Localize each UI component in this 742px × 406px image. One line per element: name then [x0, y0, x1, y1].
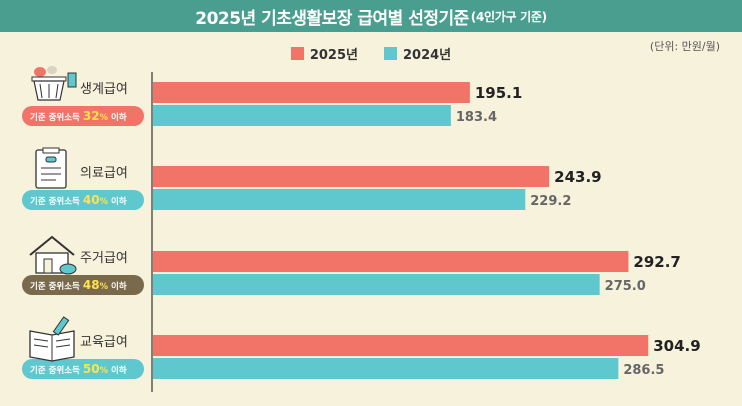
- legend-item-2024: 2024년: [384, 44, 451, 63]
- criteria-prefix: 기준 중위소득: [30, 281, 83, 292]
- bar-2025년: [153, 166, 550, 187]
- criteria-suffix: 이하: [108, 281, 127, 292]
- criteria-badge: [22, 190, 144, 210]
- criteria-percent: 32: [83, 109, 100, 123]
- data-label: 275.0: [605, 279, 646, 294]
- bar-2024년: [153, 274, 600, 295]
- criteria-suffix: 이하: [108, 112, 127, 123]
- criteria-percent-unit: %: [100, 197, 109, 207]
- criteria-prefix: 기준 중위소득: [30, 365, 83, 376]
- unit-note: (단위: 만원/월): [649, 40, 720, 53]
- legend: 2025년 2024년: [0, 44, 742, 63]
- criteria-prefix: 기준 중위소득: [30, 112, 83, 123]
- criteria-percent: 48: [83, 278, 100, 292]
- bar-2025년: [153, 251, 629, 272]
- legend-swatch-2025: [290, 47, 304, 60]
- data-label: 304.9: [653, 337, 700, 355]
- criteria-percent-unit: %: [100, 282, 109, 292]
- criteria-percent: 50: [83, 362, 100, 376]
- category-label: 교육급여: [80, 335, 128, 350]
- criteria-text: 기준 중위소득 32% 이하: [30, 109, 127, 123]
- criteria-suffix: 이하: [108, 365, 127, 376]
- legend-swatch-2024: [384, 47, 397, 60]
- criteria-percent-unit: %: [100, 113, 109, 123]
- open-book-icon: [29, 316, 75, 362]
- bar-2025년: [153, 82, 470, 103]
- bar-2024년: [153, 189, 526, 210]
- bar-2024년: [153, 358, 619, 379]
- criteria-text: 기준 중위소득 50% 이하: [30, 362, 127, 376]
- criteria-percent: 40: [83, 193, 100, 207]
- criteria-percent-unit: %: [100, 366, 109, 376]
- category-label: 생계급여: [80, 82, 128, 97]
- chart-title-bar: 2025년 기초생활보장 급여별 선정기준 (4인가구 기준): [0, 0, 742, 32]
- criteria-text: 기준 중위소득 40% 이하: [30, 193, 127, 207]
- clipboard-checklist-icon: [35, 147, 67, 189]
- legend-label-2024: 2024년: [403, 48, 452, 63]
- legend-item-2025: 2025년: [290, 44, 358, 63]
- criteria-badge: [22, 275, 144, 295]
- data-label: 183.4: [456, 110, 497, 125]
- category-label: 의료급여: [80, 166, 128, 181]
- criteria-text: 기준 중위소득 48% 이하: [30, 278, 127, 292]
- legend-label-2025: 2025년: [309, 48, 358, 63]
- criteria-suffix: 이하: [108, 196, 127, 207]
- data-label: 195.1: [475, 84, 522, 102]
- data-label: 229.2: [530, 194, 571, 209]
- house-icon: [29, 235, 77, 275]
- category-label: 주거급여: [80, 251, 128, 266]
- bar-2024년: [153, 105, 451, 126]
- criteria-badge: [22, 106, 144, 126]
- data-label: 286.5: [623, 363, 664, 378]
- chart-title: 2025년 기초생활보장 급여별 선정기준: [195, 8, 469, 29]
- cooking-pot-icon: [31, 66, 77, 101]
- criteria-badge: [22, 359, 144, 379]
- criteria-prefix: 기준 중위소득: [30, 196, 83, 207]
- data-label: 292.7: [633, 253, 680, 271]
- data-label: 243.9: [554, 168, 601, 186]
- chart-title-sub: (4인가구 기준): [470, 9, 547, 24]
- bar-2025년: [153, 335, 649, 356]
